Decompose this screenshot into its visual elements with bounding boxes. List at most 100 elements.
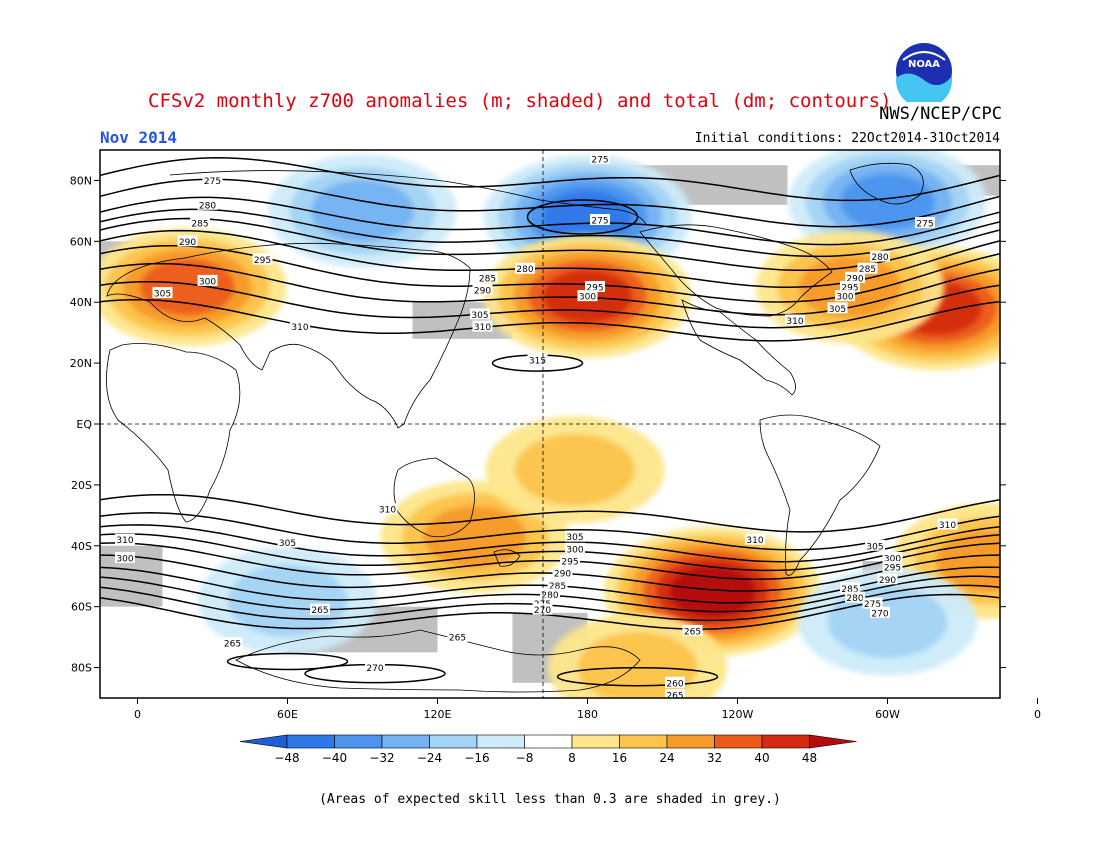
lon-tick-6: 0 (1034, 708, 1041, 721)
svg-text:300: 300 (566, 545, 583, 555)
svg-text:285: 285 (841, 585, 858, 595)
colorbar-label-3: −24 (417, 751, 442, 765)
contour-label-54: 265 (665, 688, 685, 698)
lon-tick-5: 60W (875, 708, 900, 721)
anomaly-center-1 (268, 154, 457, 268)
contour-label-21: 290 (845, 271, 865, 284)
svg-text:285: 285 (859, 265, 876, 275)
contour-label-23: 300 (835, 290, 855, 303)
skill-footnote: (Areas of expected skill less than 0.3 a… (319, 792, 781, 807)
contour-closed-3 (556, 666, 719, 687)
svg-text:290: 290 (474, 287, 491, 297)
svg-text:285: 285 (549, 582, 566, 592)
contour-label-8: 300 (197, 274, 218, 287)
contour-label-3: 275 (915, 217, 935, 230)
colorbar-segment-0 (239, 734, 288, 749)
colorbar-segment-9 (666, 734, 715, 749)
forecast-month: Nov 2014 (100, 128, 178, 147)
coastline-outline (106, 162, 924, 693)
colorbar-segment-12 (809, 734, 857, 749)
colorbar-segment-2 (334, 734, 383, 749)
contour-label-28: 300 (565, 542, 585, 555)
contour-nh-310 (100, 262, 1000, 316)
svg-text:290: 290 (846, 274, 863, 284)
colorbar-label-9: 32 (707, 751, 722, 765)
svg-text:295: 295 (884, 564, 901, 574)
lon-tick-4: 120W (722, 708, 754, 721)
contour-nh-315 (100, 280, 1000, 329)
svg-text:280: 280 (541, 591, 558, 601)
svg-text:275: 275 (204, 177, 221, 187)
contour-label-37: 300 (882, 551, 903, 564)
svg-text:295: 295 (586, 284, 603, 294)
svg-text:265: 265 (684, 628, 701, 638)
colorbar-segment-7 (571, 734, 620, 749)
contour-label-30: 290 (552, 567, 573, 580)
svg-text:300: 300 (116, 554, 133, 564)
svg-text:280: 280 (516, 265, 533, 275)
svg-text:310: 310 (291, 323, 308, 333)
contour-label-0: 275 (590, 153, 610, 166)
contour-nh-275 (100, 157, 1000, 202)
lat-tick-7: 60S (71, 601, 92, 614)
colorbar-label-1: −40 (322, 751, 347, 765)
svg-text:305: 305 (471, 311, 488, 321)
anomaly-center-4 (100, 227, 287, 347)
contour-nh-295 (100, 217, 1000, 272)
svg-text:310: 310 (116, 536, 133, 546)
svg-text:295: 295 (254, 256, 271, 266)
svg-text:280: 280 (871, 253, 888, 263)
contour-label-12: 285 (477, 271, 498, 284)
contour-label-4: 280 (197, 198, 218, 211)
contour-label-1: 275 (202, 174, 223, 187)
colorbar-segment-6 (524, 734, 573, 749)
axis-ticks: 80N 60N 40N 20N EQ 20S 40S 60S 80S 0 60E 120E 180 120… (70, 174, 1041, 721)
contour-label-14: 295 (585, 281, 605, 294)
contour-nh-undefined (100, 298, 1000, 342)
svg-text:295: 295 (841, 284, 858, 294)
noaa-logo: NOAA (893, 40, 955, 108)
contour-label-13: 290 (472, 284, 493, 297)
contour-label-18: 315 (527, 354, 548, 367)
lon-tick-0: 0 (134, 708, 141, 721)
svg-text:270: 270 (366, 664, 383, 674)
svg-text:300: 300 (579, 293, 596, 303)
svg-text:265: 265 (224, 640, 241, 650)
contour-label-48: 265 (310, 603, 330, 616)
contour-nh-285 (100, 196, 1000, 246)
colorbar-label-4: −16 (464, 751, 489, 765)
svg-text:305: 305 (566, 533, 583, 543)
contour-nh-280 (100, 178, 1000, 228)
lat-tick-8: 80S (71, 662, 92, 675)
svg-text:300: 300 (199, 277, 216, 287)
contour-nh-290 (100, 208, 1000, 258)
svg-text:310: 310 (379, 506, 396, 516)
initial-conditions: Initial conditions: 22Oct2014-31Oct2014 (694, 131, 1000, 146)
lon-tick-1: 60E (277, 708, 298, 721)
lat-tick-3: 20N (70, 357, 92, 370)
svg-text:295: 295 (561, 558, 578, 568)
contour-label-40: 285 (840, 582, 860, 595)
contour-sh-310 (100, 512, 1000, 551)
colorbar-segment-5 (476, 734, 525, 749)
contour-sh-290 (100, 554, 1000, 592)
svg-text:315: 315 (529, 357, 546, 367)
contour-label-15: 300 (577, 290, 598, 303)
chart-title: CFSv2 monthly z700 anomalies (m; shaded)… (148, 90, 892, 112)
svg-text:300: 300 (836, 293, 853, 303)
svg-text:310: 310 (746, 536, 763, 546)
contour-label-2: 275 (590, 214, 610, 227)
contour-label-29: 295 (560, 555, 580, 568)
contour-label-50: 265 (447, 631, 468, 644)
contour-label-35: 310 (745, 533, 765, 546)
svg-text:300: 300 (884, 554, 901, 564)
contour-label-17: 310 (472, 320, 493, 333)
contour-label-39: 290 (877, 573, 898, 586)
svg-text:275: 275 (916, 220, 933, 230)
svg-text:270: 270 (534, 606, 551, 616)
colorbar-segment-11 (761, 734, 810, 749)
lat-tick-2: 40N (70, 296, 92, 309)
contour-label-10: 310 (290, 320, 310, 333)
